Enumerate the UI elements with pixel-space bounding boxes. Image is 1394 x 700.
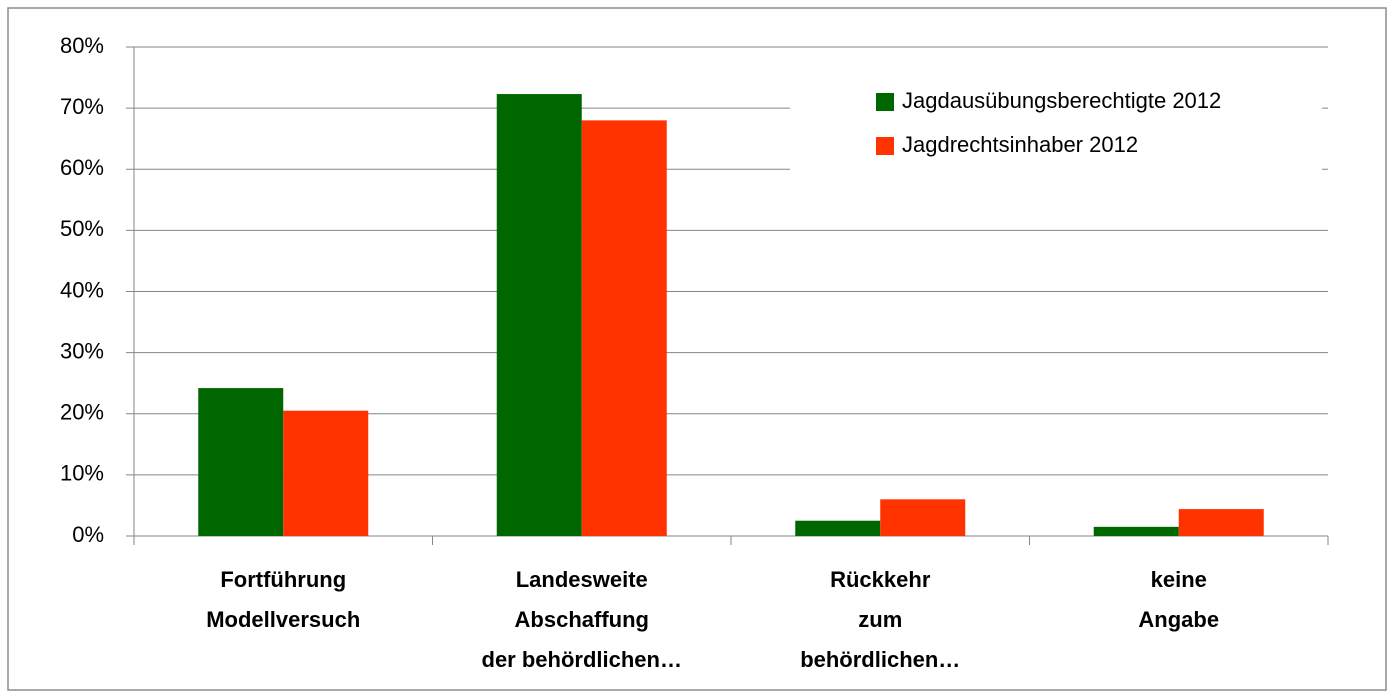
y-tick-label: 60% <box>60 155 104 180</box>
x-tick-label-line: Modellversuch <box>206 607 360 632</box>
y-tick-label: 30% <box>60 338 104 363</box>
x-tick-label-line: Abschaffung <box>515 607 649 632</box>
x-tick-label-line: Angabe <box>1138 607 1219 632</box>
bar <box>283 410 369 536</box>
x-tick-label-line: keine <box>1151 567 1207 592</box>
x-tick-label: keine Angabe <box>1138 567 1219 632</box>
legend-swatch <box>876 93 894 111</box>
legend-label: Jagdrechtsinhaber 2012 <box>902 132 1138 157</box>
x-tick-label-line: der behördlichen… <box>482 647 682 672</box>
x-tick-label: Landesweite Abschaffung der behördlichen… <box>482 567 682 672</box>
x-tick-label-line: zum <box>858 607 902 632</box>
x-tick-label-line: Rückkehr <box>830 567 931 592</box>
x-tick-label: Rückkehr zum behördlichen… <box>800 567 960 672</box>
y-tick-label: 50% <box>60 216 104 241</box>
bar <box>795 520 881 536</box>
x-tick-label-line: Fortführung <box>220 567 346 592</box>
bar <box>198 388 284 536</box>
y-tick-label: 80% <box>60 33 104 58</box>
legend-box <box>790 72 1322 182</box>
bar <box>496 94 582 536</box>
y-tick-label: 20% <box>60 400 104 425</box>
bar <box>581 120 667 536</box>
y-tick-label: 40% <box>60 277 104 302</box>
y-tick-label: 70% <box>60 94 104 119</box>
x-tick-label-line: Landesweite <box>516 567 648 592</box>
x-tick-label: Fortführung Modellversuch <box>206 567 360 632</box>
bar <box>1093 526 1179 536</box>
y-tick-label: 10% <box>60 461 104 486</box>
x-tick-label-line: behördlichen… <box>800 647 960 672</box>
bar <box>1178 509 1264 536</box>
legend-swatch <box>876 137 894 155</box>
legend-label: Jagdausübungsberechtigte 2012 <box>902 88 1221 113</box>
bar <box>880 499 966 536</box>
y-tick-label: 0% <box>72 522 104 547</box>
